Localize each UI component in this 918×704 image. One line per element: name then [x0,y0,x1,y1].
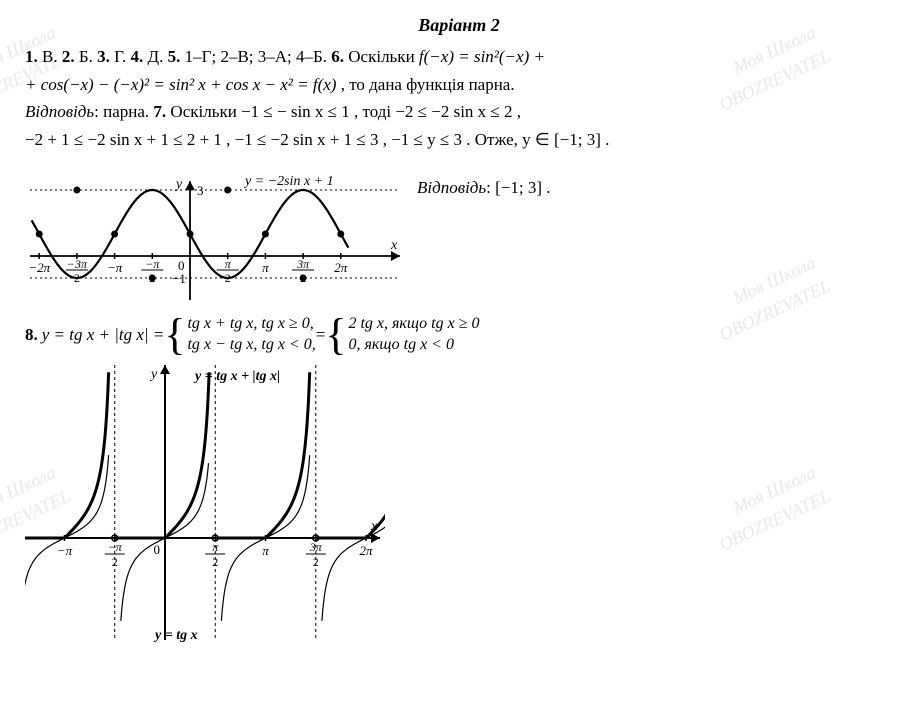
q7-ans-text: : [−1; 3] . [486,178,550,197]
q2-num: 2. [62,47,75,66]
q6-num: 6. [331,47,344,66]
q7-text-a: Оскільки −1 ≤ − sin x ≤ 1 , тоді −2 ≤ −2… [170,102,521,121]
svg-text:3π: 3π [296,257,310,271]
svg-text:−π: −π [57,543,73,558]
svg-text:y: y [174,177,183,192]
line-3: Відповідь: парна. 7. Оскільки −1 ≤ − sin… [25,99,893,125]
q8-case1: tg x + tg x, tg x ≥ 0, [187,314,315,335]
q8-eq: = [316,325,326,345]
graph2-container: −3π2−π−π2π2π3π22π0yxy = tg x + |tg x|y =… [25,360,893,650]
q5-num: 5. [168,47,181,66]
svg-text:3: 3 [197,183,204,198]
svg-text:2π: 2π [360,543,374,558]
svg-text:π: π [212,540,219,554]
svg-text:−π: −π [145,257,160,271]
line-1: 1. В. 2. Б. 3. Г. 4. Д. 5. 1–Г; 2–В; 3–А… [25,44,893,70]
q6-text-a: Оскільки [348,47,419,66]
svg-text:y: y [149,367,158,382]
q6-ans-label: Відповідь [25,102,94,121]
svg-text:y = −2sin x + 1: y = −2sin x + 1 [243,174,334,189]
svg-text:0: 0 [154,542,161,557]
q3-num: 3. [97,47,110,66]
svg-text:−π: −π [107,260,123,275]
line-2: + cos(−x) − (−x)² = sin² x + cos x − x² … [25,72,893,98]
q8-result2: 0, якщо tg x < 0 [348,335,479,356]
brace-icon-1: { [164,317,185,352]
line-4: −2 + 1 ≤ −2 sin x + 1 ≤ 2 + 1 , −1 ≤ −2 … [25,127,893,153]
q8-equation: 8. y = tg x + |tg x| = { tg x + tg x, tg… [25,314,893,356]
q4-num: 4. [131,47,144,66]
svg-text:−3π: −3π [67,257,88,271]
svg-text:2: 2 [313,555,319,569]
svg-text:2π: 2π [334,260,348,275]
q4-ans: Д. [148,47,164,66]
q6-math-c: + cos(−x) − (−x)² = sin² x + cos x − x² … [25,75,336,94]
brace-icon-2: { [325,317,346,352]
q1-ans: В. [42,47,58,66]
svg-text:0: 0 [178,258,185,273]
svg-text:π: π [262,260,269,275]
svg-text:3π: 3π [309,540,323,554]
svg-text:2: 2 [74,271,80,285]
svg-text:x: x [370,519,378,534]
svg-text:2: 2 [300,271,306,285]
svg-text:x: x [390,238,398,253]
q7-num: 7. [153,102,166,121]
q8-lhs: y = tg x + |tg x| = [42,325,165,345]
q6-text-d: , то дана функція парна. [341,75,515,94]
q1-num: 1. [25,47,38,66]
svg-text:2: 2 [212,555,218,569]
graph2-svg: −3π2−π−π2π2π3π22π0yxy = tg x + |tg x|y =… [25,360,385,645]
svg-text:−1: −1 [172,271,186,286]
graph1-container: −2π−3π2−π−π2π2π3π22π3−10yxy = −2sin x + … [25,158,405,308]
svg-text:π: π [225,257,232,271]
q8-case2: tg x − tg x, tg x < 0, [187,335,315,356]
svg-text:2: 2 [149,271,155,285]
variant-title: Варіант 2 [25,15,893,36]
q5-ans: 1–Г; 2–В; 3–А; 4–Б. [185,47,327,66]
q3-ans: Г. [114,47,126,66]
graph1-svg: −2π−3π2−π−π2π2π3π22π3−10yxy = −2sin x + … [25,158,405,303]
q8-num: 8. [25,325,38,345]
q7-ans-label: Відповідь [417,178,486,197]
svg-text:y = tg x: y = tg x [153,628,198,643]
q7-answer-block: Відповідь: [−1; 3] . [417,178,551,198]
svg-text:π: π [262,543,269,558]
q6-ans-text: : парна. [94,102,149,121]
q8-result1: 2 tg x, якщо tg x ≥ 0 [348,314,479,335]
svg-text:2: 2 [225,271,231,285]
q6-math-b: f(−x) = sin²(−x) + [419,47,545,66]
q8-brace1: { tg x + tg x, tg x ≥ 0, tg x − tg x, tg… [164,314,315,356]
q2-ans: Б. [79,47,93,66]
svg-text:−π: −π [108,540,123,554]
q8-brace2: { 2 tg x, якщо tg x ≥ 0 0, якщо tg x < 0 [325,314,479,356]
svg-text:2: 2 [112,555,118,569]
svg-text:y = tg x + |tg x|: y = tg x + |tg x| [193,369,280,384]
svg-text:−2π: −2π [28,260,50,275]
